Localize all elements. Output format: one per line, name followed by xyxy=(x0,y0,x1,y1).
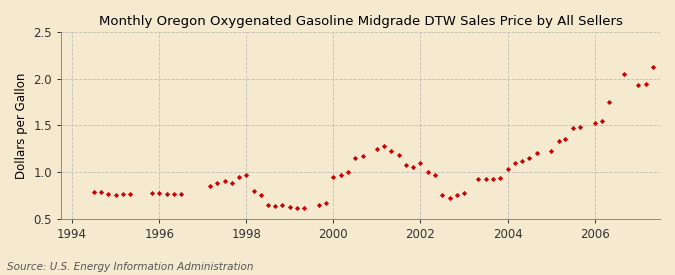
Point xyxy=(88,189,99,194)
Point xyxy=(545,149,556,154)
Point xyxy=(553,139,564,143)
Point xyxy=(263,202,273,207)
Point xyxy=(618,72,629,76)
Point xyxy=(212,181,223,185)
Point xyxy=(241,173,252,177)
Point xyxy=(386,149,397,154)
Point xyxy=(299,206,310,211)
Point xyxy=(633,83,644,87)
Point xyxy=(248,188,259,193)
Point xyxy=(510,161,520,165)
Point xyxy=(575,125,586,130)
Y-axis label: Dollars per Gallon: Dollars per Gallon xyxy=(15,72,28,178)
Point xyxy=(219,179,230,184)
Point xyxy=(357,154,368,158)
Point xyxy=(415,161,426,165)
Point xyxy=(560,137,571,142)
Point xyxy=(227,181,238,185)
Point xyxy=(473,177,484,182)
Point xyxy=(524,156,535,160)
Point xyxy=(371,147,382,151)
Point xyxy=(458,190,469,195)
Point xyxy=(429,173,440,177)
Point xyxy=(103,191,113,196)
Point xyxy=(110,193,121,197)
Point xyxy=(516,159,527,163)
Point xyxy=(423,170,433,174)
Point xyxy=(401,162,412,167)
Point xyxy=(117,192,128,197)
Point xyxy=(531,151,542,156)
Point xyxy=(502,167,513,171)
Point xyxy=(255,193,266,197)
Point xyxy=(495,175,506,180)
Point xyxy=(408,165,418,170)
Point xyxy=(96,189,107,194)
Point xyxy=(640,82,651,86)
Point xyxy=(146,190,157,195)
Point xyxy=(394,153,404,157)
Point xyxy=(335,173,346,177)
Point xyxy=(161,191,172,196)
Point xyxy=(176,192,186,197)
Title: Monthly Oregon Oxygenated Gasoline Midgrade DTW Sales Price by All Sellers: Monthly Oregon Oxygenated Gasoline Midgr… xyxy=(99,15,622,28)
Point xyxy=(444,196,455,200)
Point xyxy=(292,205,302,210)
Point xyxy=(589,120,600,125)
Point xyxy=(284,204,295,209)
Point xyxy=(597,119,608,123)
Point xyxy=(328,175,339,179)
Point xyxy=(350,156,360,160)
Point xyxy=(481,176,491,181)
Point xyxy=(277,202,288,207)
Point xyxy=(125,191,136,196)
Point xyxy=(270,204,281,208)
Point xyxy=(451,193,462,197)
Point xyxy=(488,176,499,181)
Point xyxy=(603,100,614,104)
Point xyxy=(437,193,448,197)
Point xyxy=(205,184,215,188)
Point xyxy=(234,175,244,179)
Point xyxy=(321,201,331,205)
Point xyxy=(568,126,578,130)
Point xyxy=(154,190,165,195)
Point xyxy=(342,170,353,174)
Text: Source: U.S. Energy Information Administration: Source: U.S. Energy Information Administ… xyxy=(7,262,253,272)
Point xyxy=(168,192,179,197)
Point xyxy=(314,202,325,207)
Point xyxy=(379,144,389,148)
Point xyxy=(647,65,658,70)
